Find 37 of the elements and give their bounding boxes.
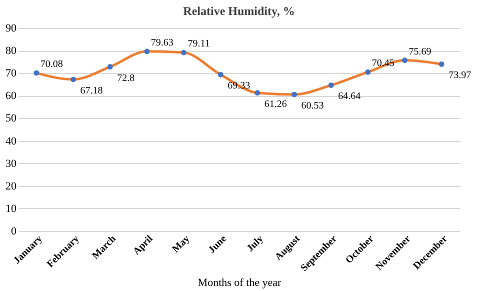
point	[254, 90, 260, 96]
y-tick-label: 70	[6, 68, 17, 80]
y-tick-label: 10	[6, 202, 17, 215]
data-label: 73.97	[448, 70, 472, 82]
chart-title: Relative Humidity, %	[183, 4, 295, 18]
point	[438, 61, 444, 67]
y-tick-label: 40	[6, 135, 17, 148]
point	[365, 69, 371, 75]
point	[34, 70, 40, 76]
point	[402, 58, 408, 64]
y-tick-label: 50	[6, 112, 17, 125]
point	[328, 82, 334, 88]
x-tick-label: June	[206, 233, 230, 256]
point	[218, 72, 224, 78]
y-tick-label: 20	[6, 180, 17, 192]
data-label: 70.08	[40, 58, 63, 70]
data-label: 67.18	[80, 85, 103, 96]
data-label: 75.69	[408, 46, 432, 58]
x-axis-title: Months of the year	[198, 277, 282, 290]
data-label: 64.64	[338, 91, 361, 102]
data-label: 79.11	[188, 38, 210, 50]
x-tick-label: July	[244, 234, 266, 254]
point	[107, 64, 113, 70]
point	[292, 92, 297, 98]
data-label: 72.8	[117, 72, 135, 84]
data-label: 79.63	[150, 37, 174, 48]
point	[181, 50, 186, 56]
y-tick-label: 0	[11, 226, 17, 238]
point	[144, 48, 150, 54]
x-tick-label: May	[170, 234, 192, 256]
y-tick-label: 30	[6, 158, 17, 170]
y-tick-label: 60	[6, 90, 17, 102]
y-tick-label: 90	[6, 22, 17, 34]
y-tick-label: 80	[6, 45, 17, 58]
data-label: 61.26	[264, 98, 287, 110]
point	[70, 76, 76, 82]
data-label: 60.53	[301, 100, 324, 112]
